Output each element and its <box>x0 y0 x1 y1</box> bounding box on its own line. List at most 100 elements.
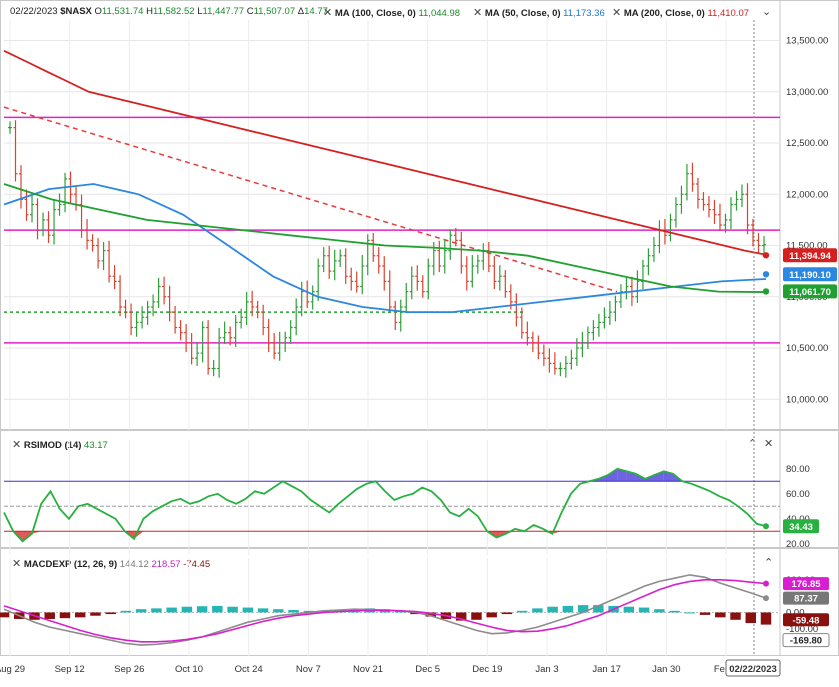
macd-header: ✕ MACDEXP (12, 26, 9) 144.12 218.57 -74.… <box>12 557 210 570</box>
close-icon[interactable]: ✕ <box>612 7 622 19</box>
x-tick-label: Dec 19 <box>472 664 502 675</box>
macd-histogram-bar <box>638 607 650 613</box>
macd-hist-label-bg <box>783 613 829 627</box>
macd-signal-end-dot <box>763 580 769 587</box>
macd-histogram-bar <box>471 612 482 620</box>
ma50-header[interactable]: ✕ MA (50, Close, 0) 11,173.36 <box>473 6 605 19</box>
macd-label: MACDEXP (12, 26, 9) <box>23 559 118 570</box>
macd-zero-ref-label-bg <box>782 633 830 648</box>
rsi-overbought-fill <box>608 468 618 482</box>
header-symbol: $NASX <box>60 6 92 17</box>
macd-histogram-bar <box>288 610 299 613</box>
close-icon[interactable]: ✕ <box>12 558 22 570</box>
ma50-price-label: 11,190.10 <box>789 270 831 281</box>
macd-value-label-bg <box>783 591 829 605</box>
ma-end-dot <box>762 271 770 278</box>
rsi-overbought-fill <box>654 471 664 482</box>
header-open-label: O <box>94 6 102 17</box>
footer-date-badge-bg <box>725 659 781 677</box>
macd-histogram-bar <box>0 612 10 618</box>
macd-histogram-bar <box>120 610 132 613</box>
x-tick-label: Sep 12 <box>55 664 85 675</box>
macd-histogram-bar <box>395 610 406 613</box>
macd-histogram-bar <box>715 612 726 618</box>
x-tick-label: Jan 3 <box>535 664 558 675</box>
x-tick-label: Oct 24 <box>235 664 263 675</box>
x-tick-label: Sep 26 <box>114 664 144 675</box>
macd-histogram-bar <box>577 605 589 613</box>
macd-histogram-bar <box>273 609 284 613</box>
macd-histogram-bar <box>486 612 497 618</box>
macd-histogram-bar <box>410 612 421 615</box>
macd-histogram-bar <box>181 606 193 613</box>
macd-histogram-bar <box>516 610 528 613</box>
macd-value-label: 87.37 <box>794 594 818 605</box>
close-icon[interactable]: ✕ <box>473 7 483 19</box>
x-tick-label: Jan 17 <box>592 664 621 675</box>
close-icon[interactable]: ✕ <box>764 438 774 450</box>
macd-histogram-bar <box>699 612 711 615</box>
macd-histogram-bar <box>623 606 635 613</box>
rsi-oversold-fill <box>31 531 42 534</box>
price-y-tick-label: 13,500.00 <box>786 36 828 47</box>
macd-hist-label: -59.48 <box>793 615 820 626</box>
chevron-down-icon[interactable]: ⌄ <box>762 6 772 18</box>
macd-histogram-bar <box>135 609 147 613</box>
chevron-up-icon[interactable]: ⌃ <box>748 438 758 450</box>
macd-histogram-bar <box>455 612 467 621</box>
x-tick-label: Oct 10 <box>175 664 203 675</box>
ma200-line <box>3 49 767 256</box>
macd-histogram-bar <box>90 612 101 616</box>
ma-end-dot <box>762 288 770 295</box>
close-icon[interactable]: ✕ <box>12 439 22 451</box>
rsi-y-tick-label: 60.00 <box>786 489 810 500</box>
header-date: 02/22/2023 <box>10 6 58 17</box>
macd-histogram-bar <box>212 605 223 613</box>
header-low: 11,447.77 <box>202 6 245 17</box>
macd-histogram-bar <box>59 612 71 619</box>
macd-histogram-bar <box>745 612 756 624</box>
macd-histogram-bar <box>669 610 680 613</box>
macd-zero-ref-label: -169.80 <box>790 636 822 647</box>
macd-signal-label-bg <box>783 577 829 591</box>
macd-signal-label: 176.85 <box>791 579 821 590</box>
ma50-label: MA (50, Close, 0) <box>484 8 561 19</box>
rsi-value-label-bg <box>783 519 819 534</box>
ma100-line <box>3 183 767 293</box>
macd-histogram-bar <box>44 612 55 619</box>
macd-histogram-bar <box>501 612 513 615</box>
price-y-tick-label: 13,000.00 <box>786 87 828 98</box>
macd-histogram-bar <box>547 606 558 613</box>
header-change: 14.77 <box>304 6 328 17</box>
rsi-value: 43.17 <box>84 440 108 451</box>
chevron-up-icon[interactable]: ⌃ <box>764 557 774 569</box>
rsi-value-label: 34.43 <box>789 522 813 533</box>
macd-histogram-bar <box>593 605 604 613</box>
macd-histogram-bar <box>654 609 665 613</box>
macd-value-2: 218.57 <box>151 559 181 570</box>
macd-signal-line <box>3 579 767 643</box>
ma200-price-label: 11,394.94 <box>789 251 831 262</box>
footer-date-label: 02/22/2023 <box>729 664 777 675</box>
macd-histogram-bar <box>562 605 574 613</box>
header-low-label: L <box>197 6 203 17</box>
macd-histogram-bar <box>74 612 86 618</box>
rsi-header: ✕ RSIMOD (14) 43.17 <box>12 438 108 451</box>
macd-y-tick-label: -100.00 <box>786 624 818 635</box>
header-close: 11,507.07 <box>253 6 296 17</box>
rsi-oversold-fill <box>552 531 562 534</box>
macd-histogram-bar <box>760 612 772 625</box>
ma100-header[interactable]: ✕ MA (100, Close, 0) 11,044.98 <box>323 6 460 19</box>
ma100-price-label: 11,061.70 <box>789 287 831 298</box>
macd-histogram-bar <box>227 606 238 613</box>
ma200-header[interactable]: ✕ MA (200, Close, 0) 11,410.07 <box>612 6 749 19</box>
ma50-price-label-bg <box>783 267 837 282</box>
macd-histogram-bar <box>151 608 162 613</box>
macd-end-dot <box>763 595 769 602</box>
macd-histogram-bar <box>730 612 741 620</box>
header-close-label: C <box>246 6 254 17</box>
x-tick-label: Aug 29 <box>0 664 25 675</box>
macd-histogram-bar <box>257 608 269 613</box>
close-icon[interactable]: ✕ <box>323 7 333 19</box>
